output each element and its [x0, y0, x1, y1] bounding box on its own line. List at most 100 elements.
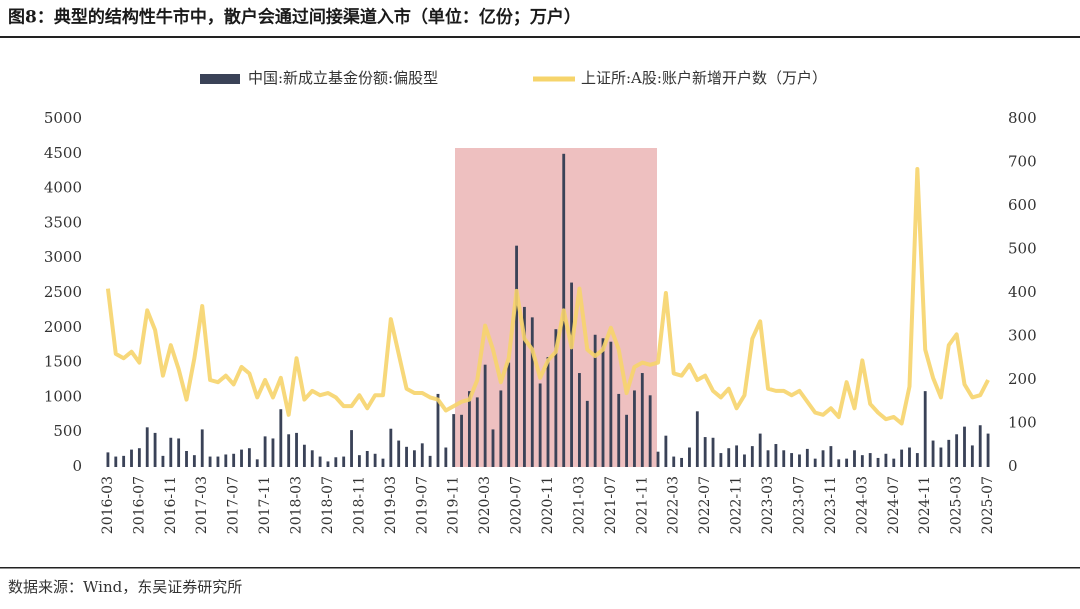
- bar: [326, 461, 330, 467]
- y-tick-label: 2500: [44, 283, 82, 301]
- bar: [672, 456, 676, 467]
- x-tick-label: 2017-11: [257, 476, 273, 534]
- bar: [247, 448, 251, 467]
- bar: [876, 457, 880, 467]
- x-tick-label: 2021-11: [634, 476, 650, 534]
- bar: [428, 455, 432, 467]
- x-tick-label: 2017-07: [226, 476, 242, 534]
- x-tick-label: 2017-03: [194, 476, 210, 534]
- bar: [232, 453, 236, 467]
- bar: [805, 448, 809, 467]
- bar: [947, 439, 951, 467]
- x-tick-label: 2019-03: [383, 476, 399, 534]
- x-tick-label: 2021-03: [571, 476, 587, 534]
- y2-tick-label: 300: [1008, 327, 1037, 345]
- bar: [530, 317, 534, 467]
- bar: [177, 438, 181, 467]
- bar: [837, 459, 841, 467]
- bar: [263, 436, 267, 467]
- bar: [931, 440, 935, 467]
- bar: [334, 457, 338, 467]
- bar: [963, 426, 966, 467]
- x-tick-label: 2019-07: [414, 476, 430, 534]
- bar: [373, 453, 377, 467]
- bar: [711, 437, 715, 467]
- x-tick-label: 2016-11: [163, 476, 179, 534]
- legend-swatch: [200, 74, 240, 84]
- bar: [955, 434, 959, 467]
- bar: [813, 458, 817, 467]
- bar: [978, 425, 982, 467]
- x-tick-label: 2020-07: [509, 476, 525, 534]
- bar: [798, 454, 801, 467]
- bar: [546, 357, 550, 467]
- bar: [444, 447, 448, 467]
- bar: [727, 448, 731, 467]
- bar: [923, 391, 927, 467]
- bar: [491, 429, 495, 467]
- bar: [381, 458, 385, 467]
- bar: [192, 455, 196, 467]
- bar: [350, 430, 353, 467]
- bar: [475, 397, 479, 467]
- x-tick-label: 2020-11: [540, 476, 556, 534]
- y2-tick-label: 600: [1008, 196, 1037, 214]
- bar: [578, 373, 581, 467]
- bar: [397, 440, 401, 467]
- bar: [648, 395, 652, 467]
- x-tick-label: 2016-07: [131, 476, 147, 534]
- bar: [295, 432, 298, 467]
- bar: [570, 282, 573, 467]
- bar: [860, 455, 864, 467]
- bar: [279, 409, 283, 467]
- bar: [884, 453, 888, 467]
- bar: [515, 245, 518, 467]
- bar: [452, 414, 456, 467]
- bar: [342, 456, 346, 467]
- line: [105, 167, 990, 426]
- bar: [240, 449, 243, 467]
- footer-rule: [0, 567, 1080, 569]
- x-tick-label: 2024-07: [886, 476, 902, 534]
- x-tick-label: 2018-11: [351, 476, 367, 534]
- bar: [892, 458, 896, 467]
- y-tick-label: 2000: [44, 318, 82, 336]
- bar: [853, 450, 856, 467]
- bar: [758, 433, 762, 467]
- bar: [585, 400, 589, 467]
- y-tick-label: 4500: [44, 144, 82, 162]
- bar: [122, 455, 126, 467]
- bar: [908, 447, 911, 467]
- bar: [695, 411, 699, 467]
- y2-tick-label: 0: [1008, 457, 1018, 475]
- bar: [680, 457, 684, 467]
- bar: [656, 451, 660, 467]
- y-tick-label: 500: [53, 422, 82, 440]
- x-tick-label: 2021-07: [603, 476, 619, 534]
- y2-tick-label: 400: [1008, 283, 1037, 301]
- bar: [114, 456, 118, 467]
- x-tick-label: 2019-11: [446, 476, 462, 534]
- y2-tick-label: 500: [1008, 240, 1037, 258]
- bar: [208, 456, 212, 467]
- bar: [420, 443, 424, 467]
- bar: [200, 429, 204, 467]
- y-tick-label: 3500: [44, 213, 82, 231]
- bar: [719, 453, 723, 467]
- bar: [640, 373, 644, 467]
- bar: [287, 434, 291, 467]
- bar: [735, 445, 739, 467]
- bar: [436, 393, 440, 467]
- x-tick-label: 2022-11: [729, 476, 745, 534]
- bar: [412, 450, 416, 467]
- source: 数据来源：Wind，东吴证券研究所: [8, 578, 242, 596]
- bar: [774, 444, 778, 467]
- x-tick-label: 2023-11: [823, 476, 839, 534]
- bar: [782, 450, 786, 467]
- bar: [703, 437, 707, 467]
- x-tick-label: 2023-03: [760, 476, 776, 534]
- bar: [499, 390, 503, 467]
- x-tick-label: 2023-07: [791, 476, 807, 534]
